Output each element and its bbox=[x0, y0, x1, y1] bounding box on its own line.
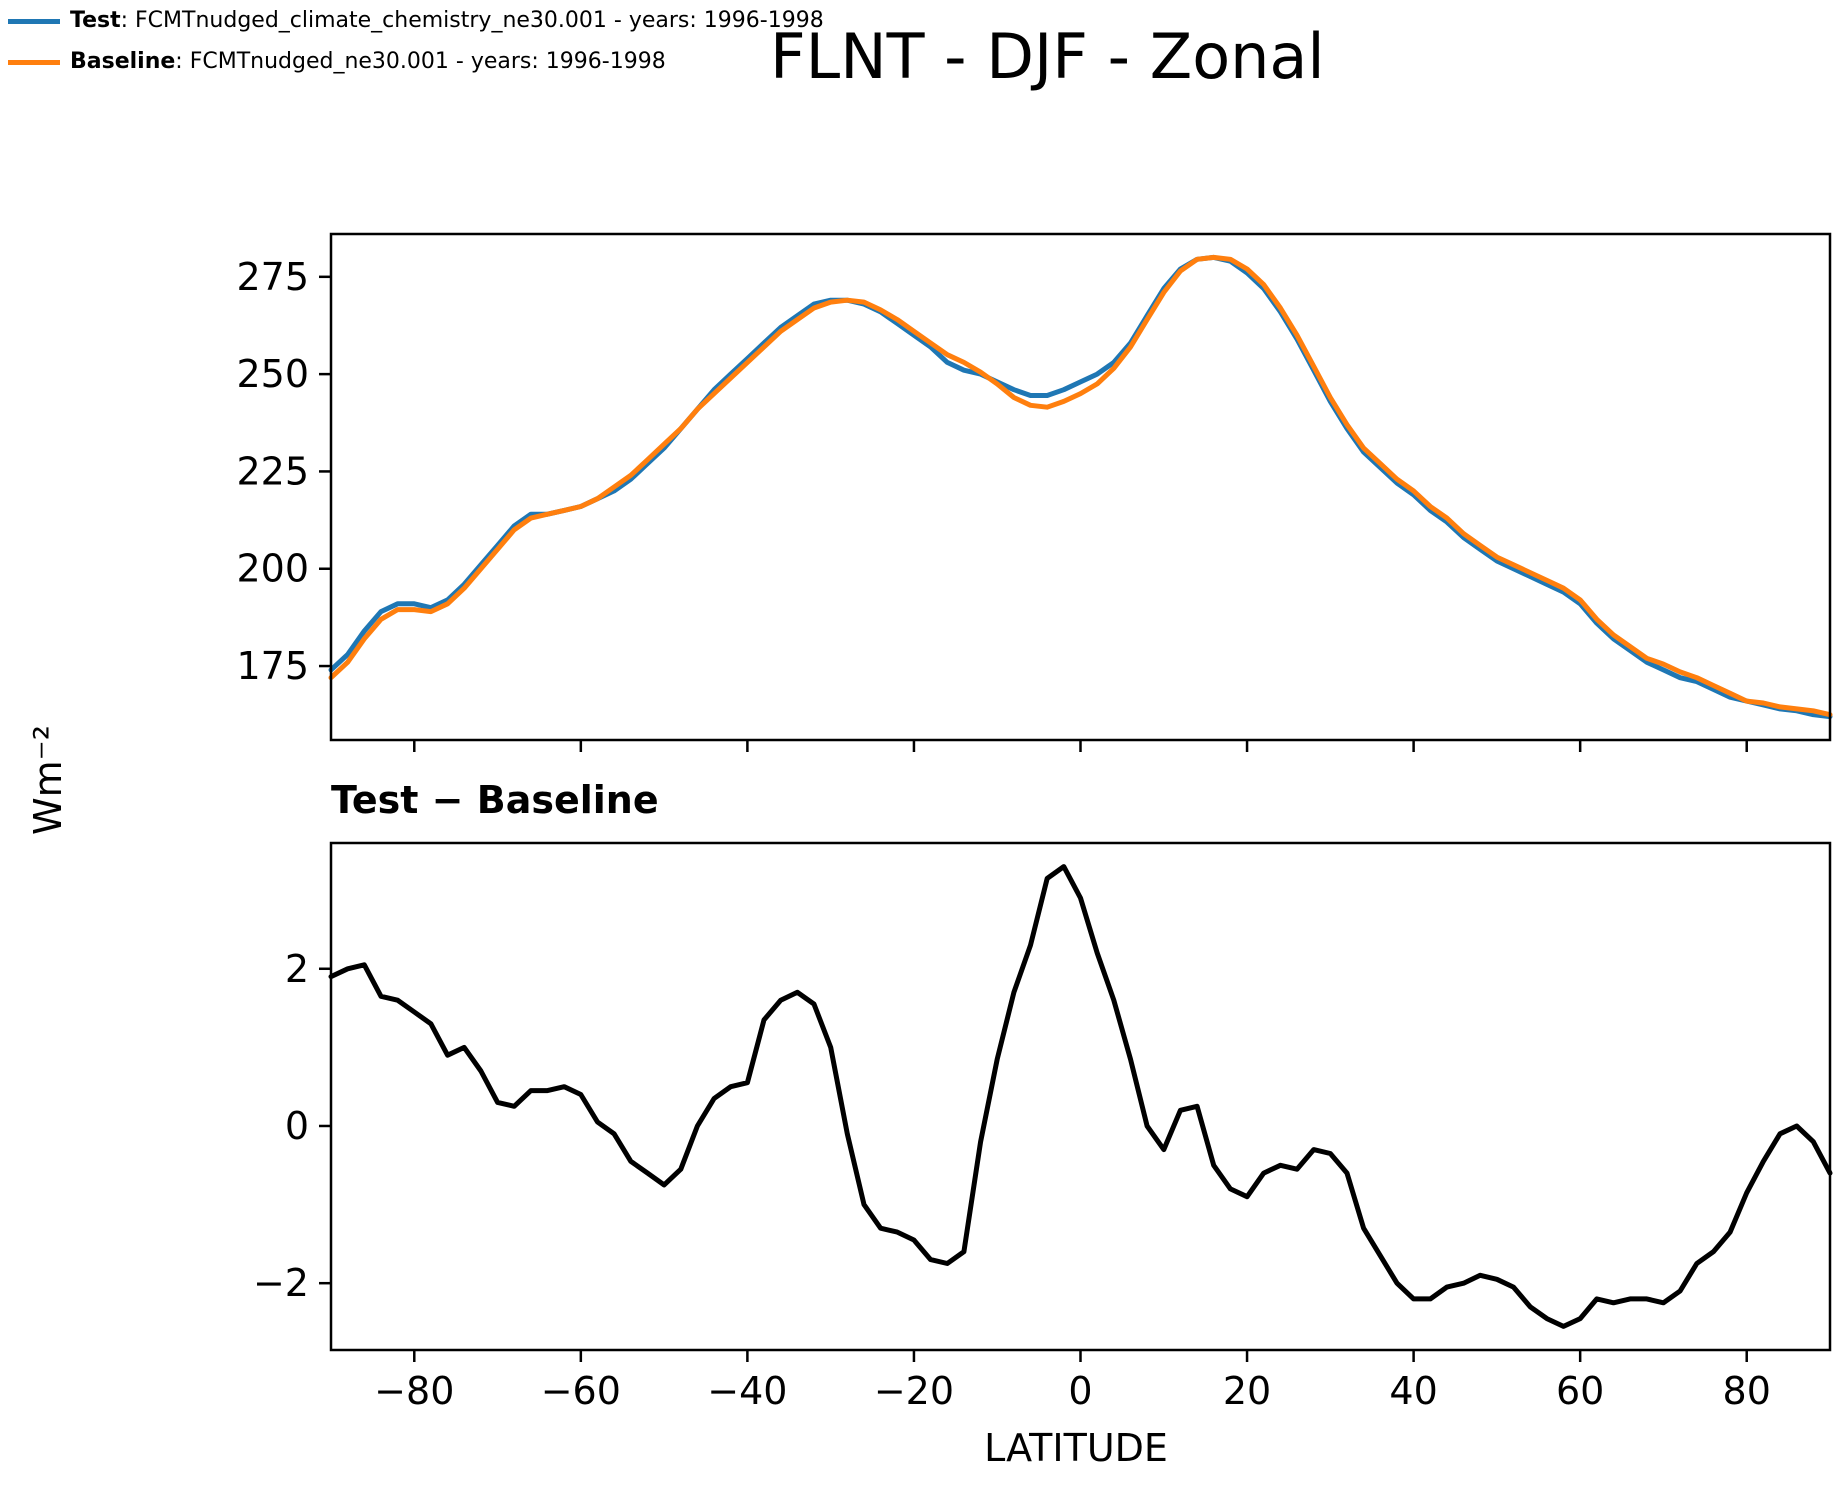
legend-entry-test: Test: FCMTnudged_climate_chemistry_ne30.… bbox=[8, 8, 824, 33]
axes-frame bbox=[329, 841, 1832, 1352]
legend-swatch-baseline bbox=[8, 59, 60, 65]
y-tick-label: −2 bbox=[253, 1261, 309, 1305]
y-tick-label: 225 bbox=[236, 449, 309, 493]
legend-entry-baseline: Baseline: FCMTnudged_ne30.001 - years: 1… bbox=[8, 49, 666, 74]
series-line-test-baseline bbox=[328, 864, 1833, 1329]
x-axis-label: LATITUDE bbox=[984, 1426, 1168, 1470]
x-tick-label: −60 bbox=[541, 1369, 621, 1413]
x-tick-label: −80 bbox=[374, 1369, 454, 1413]
y-tick-label: 200 bbox=[236, 547, 309, 591]
y-tick-label: 175 bbox=[236, 644, 309, 688]
series-line-baseline bbox=[328, 254, 1833, 718]
series-line-test bbox=[328, 254, 1833, 720]
x-tick-label: 40 bbox=[1389, 1369, 1437, 1413]
top-panel: 175 200 225 250 275 bbox=[236, 232, 1833, 752]
legend-text-baseline: : FCMTnudged_ne30.001 - years: 1996-1998 bbox=[175, 49, 666, 74]
x-tick-label: 80 bbox=[1723, 1369, 1771, 1413]
x-tick-label: −20 bbox=[874, 1369, 954, 1413]
y-tick-label: 2 bbox=[285, 947, 309, 991]
x-tick-label: 60 bbox=[1556, 1369, 1604, 1413]
difference-panel-title: Test − Baseline bbox=[331, 778, 659, 822]
difference-panel: −202−80 −60 −40 −20 0 20 40 60 80 bbox=[253, 841, 1833, 1413]
legend-name-test: Test bbox=[70, 8, 121, 33]
legend-swatch-test bbox=[8, 18, 60, 24]
y-tick-label: 250 bbox=[236, 352, 309, 396]
x-tick-label: 20 bbox=[1223, 1369, 1271, 1413]
x-tick-label: 0 bbox=[1068, 1369, 1092, 1413]
legend-text-test: : FCMTnudged_climate_chemistry_ne30.001 … bbox=[120, 8, 824, 33]
figure-title: FLNT - DJF - Zonal bbox=[770, 20, 1325, 93]
x-tick-label: −40 bbox=[707, 1369, 787, 1413]
axes-frame bbox=[329, 232, 1832, 742]
legend-name-baseline: Baseline bbox=[70, 49, 176, 74]
y-tick-label: 275 bbox=[236, 255, 309, 299]
y-tick-label: 0 bbox=[285, 1104, 309, 1148]
